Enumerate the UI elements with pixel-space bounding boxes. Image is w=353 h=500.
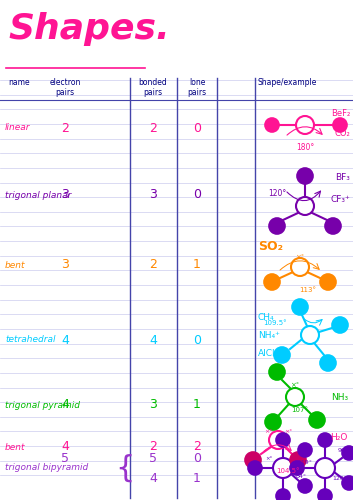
Text: 4: 4	[61, 440, 69, 454]
Circle shape	[269, 364, 285, 380]
Circle shape	[342, 446, 353, 460]
Text: bonded
pairs: bonded pairs	[139, 78, 167, 98]
Circle shape	[318, 433, 332, 447]
Text: trigonal planar: trigonal planar	[5, 190, 71, 200]
Text: Shape/example: Shape/example	[258, 78, 317, 87]
Text: CH₄: CH₄	[258, 312, 275, 322]
Text: H₂O: H₂O	[330, 432, 347, 442]
Circle shape	[276, 433, 290, 447]
Circle shape	[291, 258, 309, 276]
Circle shape	[265, 414, 281, 430]
Circle shape	[264, 274, 280, 290]
Circle shape	[333, 118, 347, 132]
Text: ×ˣ: ×ˣ	[264, 428, 272, 434]
Circle shape	[290, 461, 304, 475]
Text: 1: 1	[193, 258, 201, 272]
Text: 0: 0	[193, 334, 201, 346]
Text: 4: 4	[149, 472, 157, 484]
Circle shape	[269, 218, 285, 234]
Text: 2: 2	[61, 122, 69, 134]
Text: name: name	[8, 78, 30, 87]
Text: 3: 3	[149, 188, 157, 202]
Text: 0: 0	[193, 452, 201, 464]
Circle shape	[298, 443, 312, 457]
Text: 5: 5	[61, 452, 69, 464]
Circle shape	[342, 476, 353, 490]
Text: 0: 0	[193, 188, 201, 202]
Circle shape	[245, 452, 261, 468]
Text: 4: 4	[149, 334, 157, 346]
Text: 0: 0	[193, 122, 201, 134]
Text: electron
pairs: electron pairs	[49, 78, 81, 98]
Circle shape	[301, 326, 319, 344]
Circle shape	[315, 458, 335, 478]
Text: ×ˣ: ×ˣ	[265, 456, 273, 460]
Text: tetrahedral: tetrahedral	[5, 336, 55, 344]
Circle shape	[325, 218, 341, 234]
Text: CO₂: CO₂	[334, 128, 350, 138]
Text: 107°: 107°	[292, 407, 309, 413]
Circle shape	[273, 458, 293, 478]
Circle shape	[298, 479, 312, 493]
Text: Shapes.: Shapes.	[8, 12, 170, 46]
Circle shape	[276, 489, 290, 500]
Circle shape	[297, 168, 313, 184]
Text: 2: 2	[149, 440, 157, 454]
Text: ×ˣ: ×ˣ	[284, 428, 292, 434]
Circle shape	[290, 452, 306, 468]
Text: 180°: 180°	[296, 144, 314, 152]
Text: 120°: 120°	[268, 188, 286, 198]
Circle shape	[332, 317, 348, 333]
Circle shape	[265, 118, 279, 132]
Circle shape	[309, 412, 325, 428]
Text: trigonal bipyramid: trigonal bipyramid	[5, 464, 88, 472]
Text: BF₃: BF₃	[335, 174, 350, 182]
Circle shape	[318, 489, 332, 500]
Text: NH₃: NH₃	[331, 392, 348, 402]
Text: bent: bent	[5, 442, 25, 452]
Text: ×ˣ: ×ˣ	[295, 253, 305, 259]
Text: 120°: 120°	[333, 476, 347, 480]
Text: NH₄⁺: NH₄⁺	[258, 330, 280, 340]
Circle shape	[248, 461, 262, 475]
Text: 119°: 119°	[298, 460, 312, 466]
Text: 113°: 113°	[299, 287, 317, 293]
Text: ×ˣ: ×ˣ	[291, 381, 299, 387]
Circle shape	[320, 274, 336, 290]
Text: trigonal pyramid: trigonal pyramid	[5, 400, 80, 409]
Text: 1: 1	[193, 472, 201, 484]
Text: 2: 2	[149, 122, 157, 134]
Text: 2: 2	[193, 440, 201, 454]
Circle shape	[286, 388, 304, 406]
Text: SO₂: SO₂	[258, 240, 283, 254]
Circle shape	[320, 355, 336, 371]
Text: AlCl₄⁻: AlCl₄⁻	[258, 348, 284, 358]
Text: lone
pairs: lone pairs	[187, 78, 207, 98]
Text: 3: 3	[61, 258, 69, 272]
Text: 104.5°: 104.5°	[276, 468, 300, 474]
Text: 4: 4	[61, 334, 69, 346]
Text: 5: 5	[149, 452, 157, 464]
Text: bent: bent	[5, 260, 25, 270]
Text: 4: 4	[61, 398, 69, 411]
Text: 3: 3	[149, 398, 157, 411]
Text: 3: 3	[61, 188, 69, 202]
Text: BeF₂: BeF₂	[331, 108, 350, 118]
Text: 109.5°: 109.5°	[263, 320, 287, 326]
Text: CF₃⁺: CF₃⁺	[330, 196, 350, 204]
Circle shape	[292, 299, 308, 315]
Text: 84°: 84°	[295, 474, 306, 478]
Circle shape	[296, 116, 314, 134]
Text: linear: linear	[5, 124, 30, 132]
Circle shape	[296, 197, 314, 215]
Text: 1: 1	[193, 398, 201, 411]
Text: 2: 2	[149, 258, 157, 272]
Text: 90°: 90°	[337, 448, 348, 452]
Circle shape	[274, 347, 290, 363]
Circle shape	[269, 431, 287, 449]
Text: {: {	[115, 454, 135, 482]
